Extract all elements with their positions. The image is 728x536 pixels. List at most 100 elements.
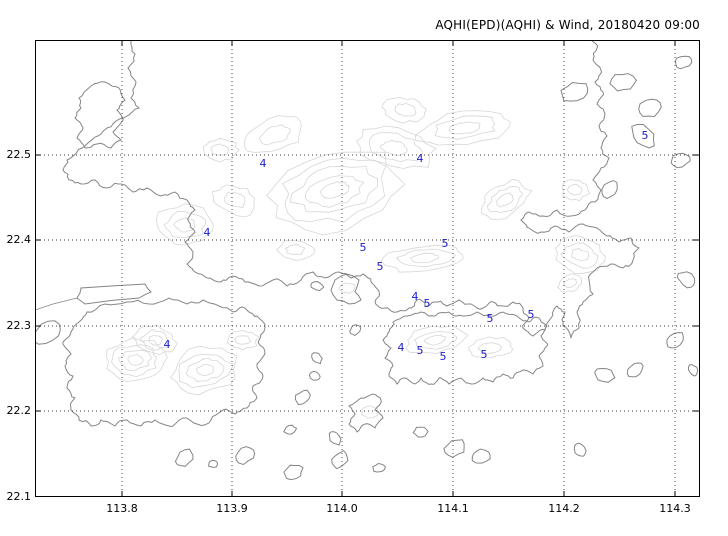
plot-border bbox=[35, 40, 700, 497]
terrain-contour bbox=[127, 354, 144, 366]
coastline-islet bbox=[443, 439, 465, 458]
x-tick-label: 114.1 bbox=[437, 502, 469, 515]
terrain-contour bbox=[557, 273, 583, 293]
coastline-island bbox=[382, 311, 549, 385]
station-aqhi-value: 4 bbox=[164, 338, 171, 351]
coastline-islet bbox=[310, 281, 325, 292]
terrain-contour bbox=[139, 328, 171, 351]
coastline-islet bbox=[666, 332, 684, 349]
station-aqhi-value: 5 bbox=[417, 344, 424, 357]
terrain-contour bbox=[170, 345, 238, 396]
coastline-islet bbox=[638, 98, 662, 118]
terrain-contour bbox=[423, 334, 447, 346]
y-tick-label: 22.1 bbox=[6, 490, 32, 503]
station-aqhi-value: 5 bbox=[481, 348, 488, 361]
coastline-islet bbox=[74, 81, 126, 149]
terrain-contour bbox=[356, 125, 437, 169]
terrain-contour bbox=[320, 181, 350, 199]
coastline-islet bbox=[309, 370, 321, 381]
coastline-mainland bbox=[62, 40, 640, 339]
terrain-contour bbox=[163, 210, 207, 239]
plot-title: AQHI(EPD)(AQHI) & Wind, 20180420 09:00 bbox=[435, 18, 700, 32]
terrain-contour bbox=[405, 325, 469, 355]
station-aqhi-value: 5 bbox=[377, 260, 384, 273]
terrain-contour bbox=[281, 157, 386, 223]
y-tick-label: 22.2 bbox=[6, 404, 32, 417]
terrain-contour bbox=[284, 244, 306, 256]
coastline-islet bbox=[573, 442, 587, 457]
coastline-islet bbox=[328, 431, 342, 446]
coastline-islet bbox=[174, 448, 194, 467]
coastline-islet bbox=[601, 179, 618, 200]
coastline-islet bbox=[471, 448, 491, 464]
terrain-contour bbox=[196, 364, 215, 377]
terrain-contour bbox=[210, 143, 230, 156]
station-aqhi-value: 4 bbox=[417, 152, 424, 165]
station-aqhi-value: 4 bbox=[398, 341, 405, 354]
coastline-islet bbox=[372, 462, 386, 473]
terrain-contour bbox=[448, 121, 481, 135]
terrain-contour bbox=[562, 178, 591, 201]
x-tick-label: 113.9 bbox=[216, 502, 248, 515]
terrain-contour bbox=[394, 102, 417, 117]
coastline-islet bbox=[674, 55, 693, 70]
coastline-islet bbox=[208, 459, 219, 468]
terrain-contour bbox=[360, 405, 378, 419]
coastline-islet bbox=[670, 152, 691, 169]
terrain-contour bbox=[276, 239, 316, 261]
x-tick-label: 114.3 bbox=[659, 502, 691, 515]
terrain-contour bbox=[289, 165, 379, 213]
terrain-contour bbox=[118, 349, 152, 372]
terrain-contour bbox=[415, 110, 511, 146]
terrain-contour bbox=[380, 244, 464, 273]
bridge-line bbox=[35, 297, 78, 311]
terrain-contour bbox=[562, 278, 577, 289]
x-tick-label: 113.8 bbox=[106, 502, 138, 515]
coastline-islet bbox=[235, 446, 256, 466]
terrain-contour bbox=[243, 114, 302, 153]
terrain-contour bbox=[566, 183, 583, 196]
x-tick-label: 114.2 bbox=[548, 502, 580, 515]
coastline-islet bbox=[560, 81, 589, 102]
coastline-islet bbox=[283, 424, 298, 435]
terrain-contour bbox=[185, 357, 225, 382]
coastline-islet bbox=[626, 362, 644, 378]
coastline-islet bbox=[311, 352, 323, 365]
terrain-contour bbox=[434, 115, 496, 140]
terrain-contour bbox=[211, 184, 255, 218]
coastline-islet bbox=[688, 363, 699, 377]
terrain-contour bbox=[131, 324, 178, 356]
terrain-contour bbox=[258, 124, 291, 145]
coastline-islet bbox=[631, 124, 655, 149]
terrain-contour bbox=[477, 342, 503, 354]
terrain-contour bbox=[304, 175, 365, 208]
terrain-contour bbox=[202, 137, 240, 163]
station-aqhi-value: 5 bbox=[440, 350, 447, 363]
coastline-lantau bbox=[62, 297, 266, 428]
terrain-contour bbox=[338, 282, 356, 294]
coastline-islet bbox=[330, 273, 362, 305]
station-aqhi-value: 4 bbox=[204, 226, 211, 239]
station-aqhi-value: 4 bbox=[412, 290, 419, 303]
terrain-contour bbox=[266, 151, 406, 236]
station-aqhi-value: 5 bbox=[360, 241, 367, 254]
terrain-contour bbox=[223, 192, 246, 209]
coastline-islet bbox=[609, 73, 638, 92]
x-tick-label: 114.0 bbox=[326, 502, 358, 515]
coastline-islet bbox=[412, 426, 429, 438]
terrain-contour bbox=[234, 335, 252, 345]
terrain-contour bbox=[227, 329, 260, 351]
coastline-islet bbox=[35, 320, 61, 345]
terrain-contour bbox=[105, 337, 168, 383]
station-aqhi-value: 5 bbox=[442, 237, 449, 250]
station-aqhi-value: 4 bbox=[260, 157, 267, 170]
station-aqhi-value: 5 bbox=[528, 308, 535, 321]
y-tick-label: 22.5 bbox=[6, 148, 32, 161]
coastline-airport bbox=[76, 283, 152, 305]
terrain-contour bbox=[156, 203, 214, 246]
station-aqhi-value: 5 bbox=[642, 129, 649, 142]
terrain-contour bbox=[560, 242, 599, 269]
terrain-contour bbox=[481, 178, 533, 220]
